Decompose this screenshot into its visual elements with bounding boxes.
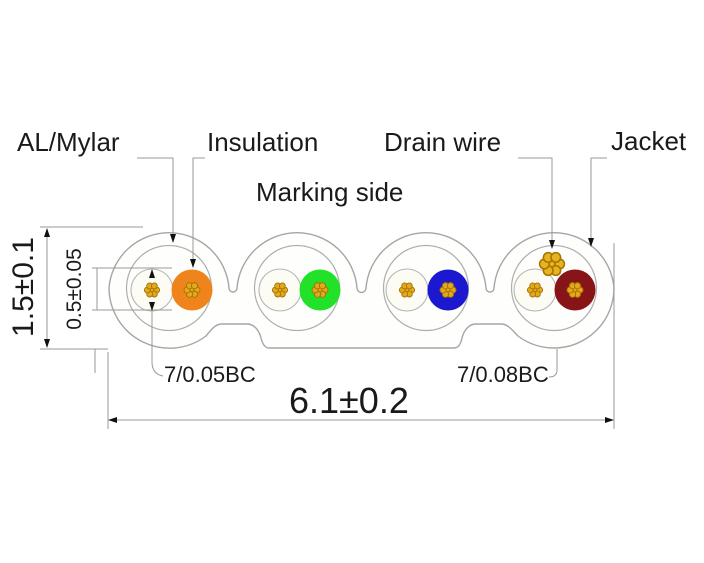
arrowhead bbox=[149, 302, 155, 311]
arrowhead bbox=[549, 240, 555, 249]
arrowhead bbox=[108, 417, 117, 423]
arrowhead bbox=[44, 339, 50, 348]
arrowhead bbox=[170, 234, 176, 243]
cable-height-dimension: 1.5±0.1 bbox=[7, 237, 40, 337]
arrowhead bbox=[44, 228, 50, 237]
jacket-outline bbox=[108, 232, 615, 349]
stranded-conductor-icon bbox=[526, 282, 544, 298]
arrowhead bbox=[190, 259, 196, 268]
drain-conductor-spec-label: 7/0.08BC bbox=[457, 362, 549, 387]
drain-wire-label: Drain wire bbox=[384, 127, 502, 157]
stranded-conductor-icon bbox=[398, 282, 416, 298]
stranded-conductor-icon bbox=[566, 282, 584, 298]
cable-width-dimension: 6.1±0.2 bbox=[289, 380, 409, 421]
drain-conductor-leader bbox=[548, 349, 558, 378]
stranded-conductor-icon bbox=[271, 282, 289, 298]
drain-wire-icon bbox=[538, 251, 566, 277]
stranded-conductor-icon bbox=[439, 282, 457, 298]
insulation-label: Insulation bbox=[207, 127, 319, 157]
arrowhead bbox=[605, 417, 614, 423]
al-mylar-leader bbox=[137, 157, 174, 234]
core-diameter-dimension: 0.5±0.05 bbox=[63, 248, 86, 330]
stranded-conductor-icon bbox=[183, 282, 201, 298]
stranded-conductor-icon bbox=[311, 282, 329, 298]
arrowhead bbox=[149, 269, 155, 278]
arrowhead bbox=[588, 238, 594, 247]
small-conductor-spec-label: 7/0.05BC bbox=[164, 362, 256, 387]
insulation-leader bbox=[192, 157, 205, 260]
marking-side-label: Marking side bbox=[256, 177, 404, 207]
jacket-leader bbox=[590, 157, 607, 239]
small-conductor-leader bbox=[151, 311, 164, 377]
drain-wire-leader bbox=[518, 157, 553, 240]
stranded-conductor-icon bbox=[143, 282, 161, 298]
jacket-label: Jacket bbox=[611, 126, 687, 156]
al-mylar-label: AL/Mylar bbox=[17, 127, 120, 157]
